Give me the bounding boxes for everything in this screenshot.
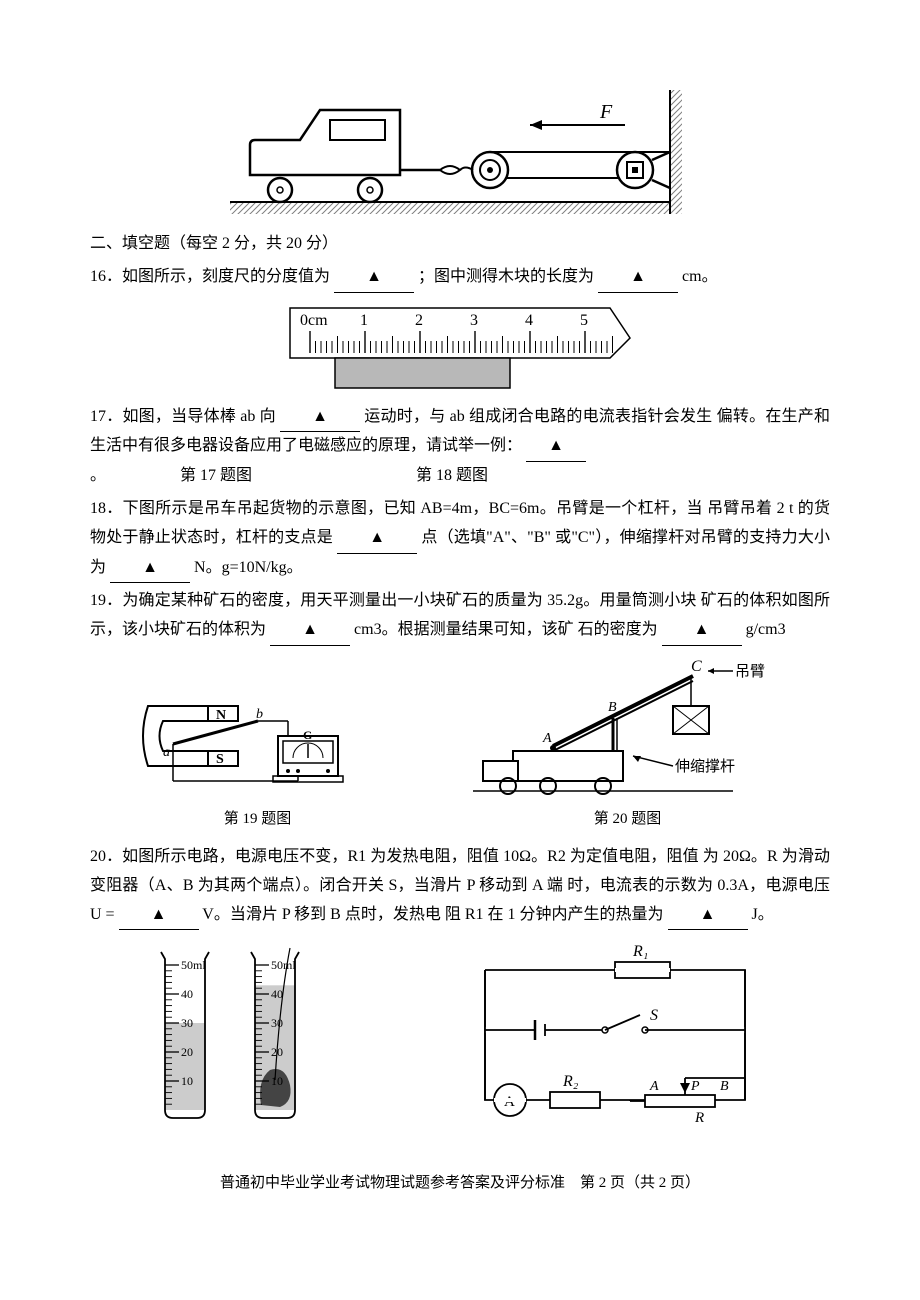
q19-t5: g/cm3 [746,621,786,638]
q20-t6: J。 [752,906,774,923]
q18-t1: 18．下图所示是吊车吊起货物的示意图，已知 AB=4m，BC=6m。吊臂是一个杠… [90,500,703,517]
q16-text: 16．如图所示，刻度尺的分度值为 ▲ ；图中测得木块的长度为 ▲ cm。 [90,263,830,293]
truck-pulley-svg: F [230,90,690,220]
svg-text:B: B [720,1079,729,1094]
fig-row-1: N S a b G 第 19 题图 [90,656,830,833]
circuit-svg: R₁ S A R₂ [455,940,775,1140]
svg-text:30: 30 [181,1016,193,1030]
svg-text:5: 5 [580,312,588,329]
q19-text: 19．为确定某种矿石的密度，用天平测量出一小块矿石的质量为 35.2g。用量筒测… [90,587,830,646]
fig17-container: N S a b G 第 19 题图 [138,666,378,833]
svg-text:S: S [650,1007,658,1024]
fig19-caption: 第 19 题图 [138,806,378,833]
cylinders-svg: 50ml 40 30 20 10 50ml 40 30 20 10 [145,940,345,1140]
q20-blank2: ▲ [668,901,748,931]
q18-t3: 点（选填"A"、"B" [421,529,551,546]
svg-text:G: G [303,728,312,742]
svg-text:R₁: R₁ [632,943,648,960]
svg-text:10: 10 [271,1074,283,1088]
q16-blank2: ▲ [598,263,678,293]
svg-text:50ml: 50ml [181,958,206,972]
svg-text:2: 2 [415,312,423,329]
svg-text:A: A [649,1079,659,1094]
svg-text:a: a [163,745,170,760]
q17-t4: 。 [90,467,106,484]
q17-text: 17．如图，当导体棒 ab 向 ▲ 运动时，与 ab 组成闭合电路的电流表指针会… [90,403,830,491]
cylinders-container: 50ml 40 30 20 10 50ml 40 30 20 10 [145,940,345,1140]
q19-t4: 石的密度为 [578,621,658,638]
svg-text:20: 20 [271,1045,283,1059]
q17-t2: 运动时，与 ab 组成闭合电路的电流表指针会发生 [364,408,712,425]
svg-text:F: F [599,101,613,123]
q18-blank1: ▲ [337,524,417,554]
page-footer: 普通初中毕业学业考试物理试题参考答案及评分标准 第 2 页（共 2 页） [90,1170,830,1197]
svg-text:吊臂: 吊臂 [735,663,765,680]
svg-text:R₂: R₂ [562,1073,579,1090]
q18-t5: N。g=10N/kg。 [194,559,303,576]
fig18-svg: A B C 吊臂 伸缩撑杆 [473,656,783,806]
q18-text: 18．下图所示是吊车吊起货物的示意图，已知 AB=4m，BC=6m。吊臂是一个杠… [90,495,830,583]
q17-t1: 17．如图，当导体棒 ab 向 [90,408,276,425]
svg-text:20: 20 [181,1045,193,1059]
svg-text:0cm: 0cm [300,312,328,329]
svg-text:伸缩撑杆: 伸缩撑杆 [675,758,735,775]
q16-blank1: ▲ [334,263,414,293]
q17-caption-inline-l: 第 17 题图 [180,467,252,484]
svg-text:A: A [542,731,552,746]
circuit-container: R₁ S A R₂ [455,940,775,1140]
q20-text: 20．如图所示电路，电源电压不变，R1 为发热电阻，阻值 10Ω。R2 为定值电… [90,843,830,930]
q20-blank1: ▲ [119,901,199,931]
q16-t2: ；图中测得木块的长度为 [418,268,594,285]
q15-figure: F [90,90,830,220]
q17-caption-inline-r: 第 18 题图 [416,467,488,484]
q16-t3: cm。 [682,268,718,285]
svg-text:1: 1 [360,312,368,329]
q19-blank1: ▲ [270,616,350,646]
fig-row-2: 50ml 40 30 20 10 50ml 40 30 20 10 R₁ S [90,940,830,1140]
svg-text:10: 10 [181,1074,193,1088]
q19-blank2: ▲ [662,616,742,646]
section2-header: 二、填空题（每空 2 分，共 20 分） [90,230,830,259]
svg-text:3: 3 [470,312,478,329]
fig17-svg: N S a b G [138,666,378,806]
q20-t4: V。当滑片 P 移到 B 点时，发热电 [202,906,441,923]
ruler-svg: 0cm 1 2 3 4 5 [280,303,640,393]
q20-t5: 阻 R1 在 1 分钟内产生的热量为 [445,906,664,923]
svg-text:B: B [608,700,617,715]
fig20-caption: 第 20 题图 [473,806,783,833]
svg-text:R: R [694,1110,704,1126]
svg-text:50ml: 50ml [271,958,296,972]
svg-text:S: S [216,752,224,767]
q17-blank2: ▲ [526,432,586,462]
svg-text:P: P [690,1079,700,1094]
svg-text:30: 30 [271,1016,283,1030]
q19-t1: 19．为确定某种矿石的密度，用天平测量出一小块矿石的质量为 35.2g。用量筒测… [90,592,697,609]
svg-text:N: N [216,708,226,723]
svg-text:C: C [691,658,702,675]
q20-t1: 20．如图所示电路，电源电压不变，R1 为发热电阻，阻值 10Ω。R2 为定值电… [90,848,699,865]
q17-blank1: ▲ [280,403,360,433]
fig18-container: A B C 吊臂 伸缩撑杆 第 20 题图 [473,656,783,833]
svg-text:b: b [256,707,263,722]
q18-blank2: ▲ [110,554,190,584]
svg-text:40: 40 [181,987,193,1001]
svg-text:4: 4 [525,312,533,329]
q16-figure: 0cm 1 2 3 4 5 [90,303,830,393]
q19-t3: cm3。根据测量结果可知，该矿 [354,621,574,638]
svg-text:40: 40 [271,987,283,1001]
q16-t1: 16．如图所示，刻度尺的分度值为 [90,268,330,285]
